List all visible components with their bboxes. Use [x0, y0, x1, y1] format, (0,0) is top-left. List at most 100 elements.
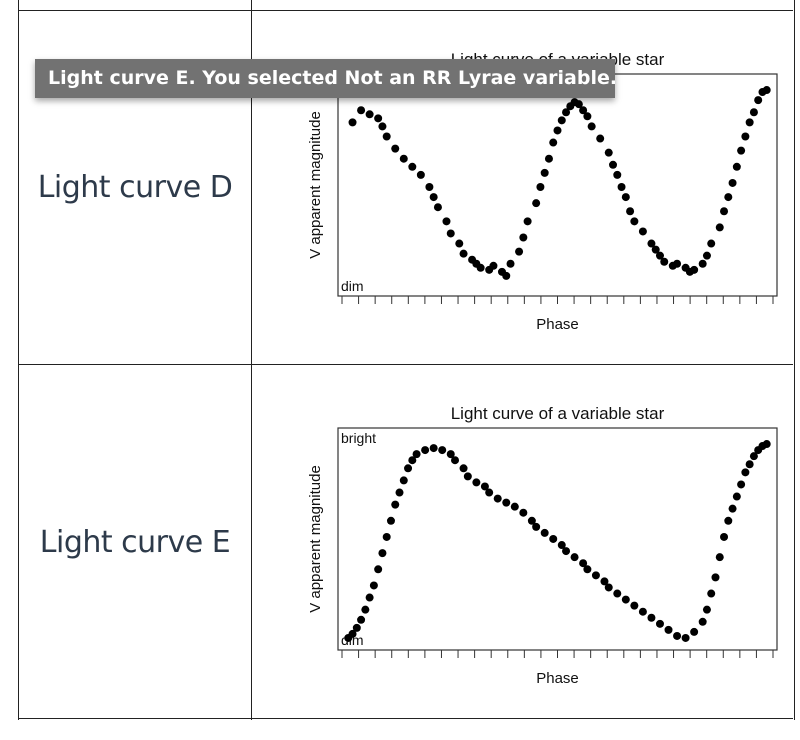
data-point	[459, 464, 468, 473]
data-point	[412, 450, 421, 459]
light-curve-e-chart[interactable]: Light curve of a variable starbrightdimP…	[252, 365, 792, 717]
data-point	[429, 193, 438, 202]
data-point	[374, 114, 383, 123]
data-point	[369, 581, 378, 590]
data-point	[510, 502, 519, 511]
data-point	[617, 183, 626, 191]
data-point	[553, 126, 562, 135]
plot-frame	[337, 427, 778, 651]
data-point	[378, 549, 387, 558]
data-point	[391, 144, 400, 153]
data-point	[472, 478, 481, 487]
data-point	[762, 86, 771, 95]
data-point	[613, 170, 622, 179]
data-point	[489, 261, 498, 270]
data-point	[515, 247, 524, 256]
table-row-divider	[18, 718, 793, 719]
light-curve-table	[18, 0, 795, 720]
data-point	[536, 183, 545, 191]
data-point	[698, 259, 707, 268]
data-point	[724, 193, 733, 202]
data-point	[724, 516, 733, 525]
data-point	[732, 492, 741, 501]
data-point	[433, 203, 442, 212]
data-point	[638, 607, 647, 616]
data-point	[613, 589, 622, 598]
data-point	[374, 565, 383, 574]
data-point	[399, 476, 408, 485]
table-row-divider	[18, 10, 793, 11]
data-point	[604, 583, 613, 592]
data-point	[664, 625, 673, 634]
data-point	[485, 488, 494, 497]
data-point	[352, 623, 361, 632]
data-point	[519, 233, 528, 242]
data-point	[647, 239, 656, 248]
data-point	[357, 106, 366, 115]
data-point	[655, 251, 664, 260]
data-point	[527, 516, 536, 525]
data-point	[404, 464, 413, 473]
data-point	[549, 534, 558, 543]
data-point	[647, 613, 656, 622]
data-point	[720, 207, 729, 216]
data-point	[463, 472, 472, 481]
chart-cell-e[interactable]: Light curve of a variable star bright dim P…	[252, 365, 792, 717]
data-point	[540, 528, 549, 537]
data-point	[451, 456, 460, 465]
data-point	[540, 168, 549, 177]
data-point	[762, 440, 771, 449]
data-point	[382, 532, 391, 541]
data-point	[707, 239, 716, 248]
data-point	[604, 148, 613, 157]
data-point	[737, 480, 746, 489]
data-point	[673, 259, 682, 268]
data-point	[519, 508, 528, 517]
data-point	[395, 488, 404, 497]
data-point	[749, 108, 758, 117]
data-point	[579, 106, 588, 115]
data-point	[651, 245, 660, 254]
data-point	[557, 116, 566, 125]
data-point	[391, 500, 400, 509]
data-point	[732, 162, 741, 171]
data-point	[749, 452, 758, 461]
data-point	[357, 615, 366, 624]
data-point	[532, 522, 541, 531]
data-point	[408, 162, 417, 171]
data-point	[621, 193, 630, 202]
data-point	[382, 132, 391, 141]
data-point	[416, 170, 425, 179]
x-axis-label: Phase	[536, 670, 579, 687]
data-point	[502, 271, 511, 280]
data-point	[596, 134, 605, 143]
y-axis-label: V apparent magnitude	[307, 111, 324, 259]
row-label-light-curve-d: Light curve D	[37, 170, 233, 205]
data-point	[583, 112, 592, 121]
data-point	[532, 199, 541, 208]
data-point	[399, 154, 408, 163]
data-point	[429, 444, 438, 453]
data-point	[408, 456, 417, 465]
row-label-light-curve-e: Light curve E	[39, 525, 231, 560]
data-point	[421, 446, 430, 455]
data-point	[562, 108, 571, 117]
data-point	[621, 595, 630, 604]
data-point	[660, 257, 669, 266]
data-point	[446, 450, 455, 459]
data-point	[690, 265, 699, 274]
table-row-divider	[18, 364, 793, 365]
data-point	[480, 482, 489, 491]
data-point	[476, 263, 485, 272]
data-point	[348, 629, 357, 638]
data-point	[574, 100, 583, 109]
data-point	[728, 178, 737, 187]
data-point	[570, 553, 579, 562]
data-point	[348, 118, 357, 127]
data-point	[557, 541, 566, 550]
data-point	[698, 617, 707, 626]
bright-label: bright	[341, 430, 376, 446]
selection-tooltip: Light curve E. You selected Not an RR Ly…	[35, 59, 615, 98]
y-axis-label: V apparent magnitude	[307, 465, 324, 613]
data-point	[702, 605, 711, 614]
